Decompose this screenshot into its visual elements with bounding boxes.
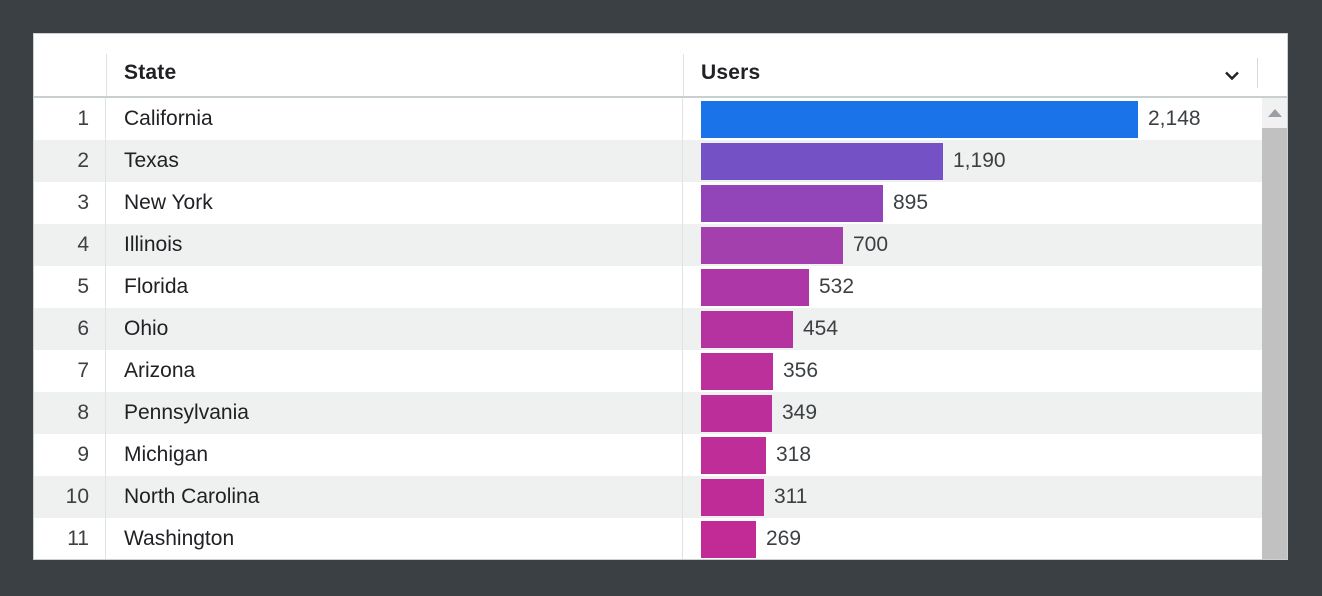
vertical-scrollbar[interactable] — [1262, 98, 1287, 559]
table-row: 5 Florida 532 — [34, 266, 1287, 308]
row-rank: 8 — [34, 392, 106, 434]
users-by-state-table-card: State Users 1 California 2,148 2 Texas 1… — [33, 33, 1288, 560]
row-state: Florida — [106, 266, 683, 308]
row-users-cell: 318 — [683, 434, 1287, 476]
row-rank: 1 — [34, 98, 106, 140]
row-rank: 4 — [34, 224, 106, 266]
row-state: Illinois — [106, 224, 683, 266]
triangle-up-icon — [1267, 109, 1282, 117]
users-bar — [701, 226, 843, 264]
table-row: 8 Pennsylvania 349 — [34, 392, 1287, 434]
row-state: California — [106, 98, 683, 140]
row-state: Arizona — [106, 350, 683, 392]
table-row: 1 California 2,148 — [34, 98, 1287, 140]
header-divider-users — [683, 54, 684, 96]
row-users-cell: 895 — [683, 182, 1287, 224]
table-body: 1 California 2,148 2 Texas 1,190 3 New Y… — [34, 98, 1287, 559]
row-users-value: 318 — [776, 443, 812, 466]
row-state: Washington — [106, 518, 683, 559]
row-users-value: 269 — [766, 527, 802, 550]
users-bar — [701, 394, 772, 432]
row-users-value: 454 — [803, 317, 839, 340]
table-row: 3 New York 895 — [34, 182, 1287, 224]
row-users-cell: 349 — [683, 392, 1287, 434]
users-bar — [701, 268, 809, 306]
users-bar — [701, 520, 756, 558]
row-users-value: 311 — [774, 485, 808, 508]
row-rank: 5 — [34, 266, 106, 308]
column-header-state: State — [124, 61, 177, 84]
users-bar — [701, 100, 1138, 138]
table-header: State Users — [34, 34, 1287, 98]
header-divider-rank — [106, 54, 107, 96]
row-rank: 3 — [34, 182, 106, 224]
table-row: 6 Ohio 454 — [34, 308, 1287, 350]
users-bar — [701, 184, 883, 222]
row-users-cell: 532 — [683, 266, 1287, 308]
row-state: Ohio — [106, 308, 683, 350]
row-users-cell: 2,148 — [683, 98, 1287, 140]
row-state: Michigan — [106, 434, 683, 476]
users-bar — [701, 352, 773, 390]
table-row: 11 Washington 269 — [34, 518, 1287, 559]
users-bar — [701, 310, 793, 348]
row-users-value: 700 — [853, 233, 889, 256]
row-rank: 9 — [34, 434, 106, 476]
row-rank: 6 — [34, 308, 106, 350]
table-row: 9 Michigan 318 — [34, 434, 1287, 476]
row-users-value: 532 — [819, 275, 855, 298]
row-state: New York — [106, 182, 683, 224]
row-state: Texas — [106, 140, 683, 182]
row-users-value: 349 — [782, 401, 818, 424]
row-users-cell: 1,190 — [683, 140, 1287, 182]
row-users-value: 1,190 — [953, 149, 1006, 172]
row-users-cell: 454 — [683, 308, 1287, 350]
row-rank: 10 — [34, 476, 106, 518]
users-bar — [701, 142, 943, 180]
row-rank: 11 — [34, 518, 106, 559]
users-bar — [701, 436, 766, 474]
row-users-cell: 269 — [683, 518, 1287, 559]
chevron-down-icon[interactable] — [1219, 62, 1245, 88]
table-row: 7 Arizona 356 — [34, 350, 1287, 392]
row-state: Pennsylvania — [106, 392, 683, 434]
row-users-cell: 700 — [683, 224, 1287, 266]
row-rank: 2 — [34, 140, 106, 182]
row-users-value: 895 — [893, 191, 929, 214]
users-bar — [701, 478, 764, 516]
row-users-cell: 356 — [683, 350, 1287, 392]
header-mini-divider — [1257, 58, 1258, 88]
table-row: 10 North Carolina 311 — [34, 476, 1287, 518]
row-state: North Carolina — [106, 476, 683, 518]
scrollbar-thumb[interactable] — [1262, 128, 1287, 559]
row-users-cell: 311 — [683, 476, 1287, 518]
row-users-value: 356 — [783, 359, 819, 382]
row-rank: 7 — [34, 350, 106, 392]
row-users-value: 2,148 — [1148, 107, 1201, 130]
table-row: 2 Texas 1,190 — [34, 140, 1287, 182]
scroll-up-button[interactable] — [1262, 98, 1287, 128]
column-header-users: Users — [701, 61, 761, 84]
table-row: 4 Illinois 700 — [34, 224, 1287, 266]
